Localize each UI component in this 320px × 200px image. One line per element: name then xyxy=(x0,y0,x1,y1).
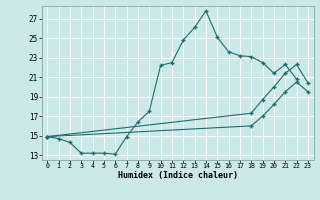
X-axis label: Humidex (Indice chaleur): Humidex (Indice chaleur) xyxy=(118,171,237,180)
